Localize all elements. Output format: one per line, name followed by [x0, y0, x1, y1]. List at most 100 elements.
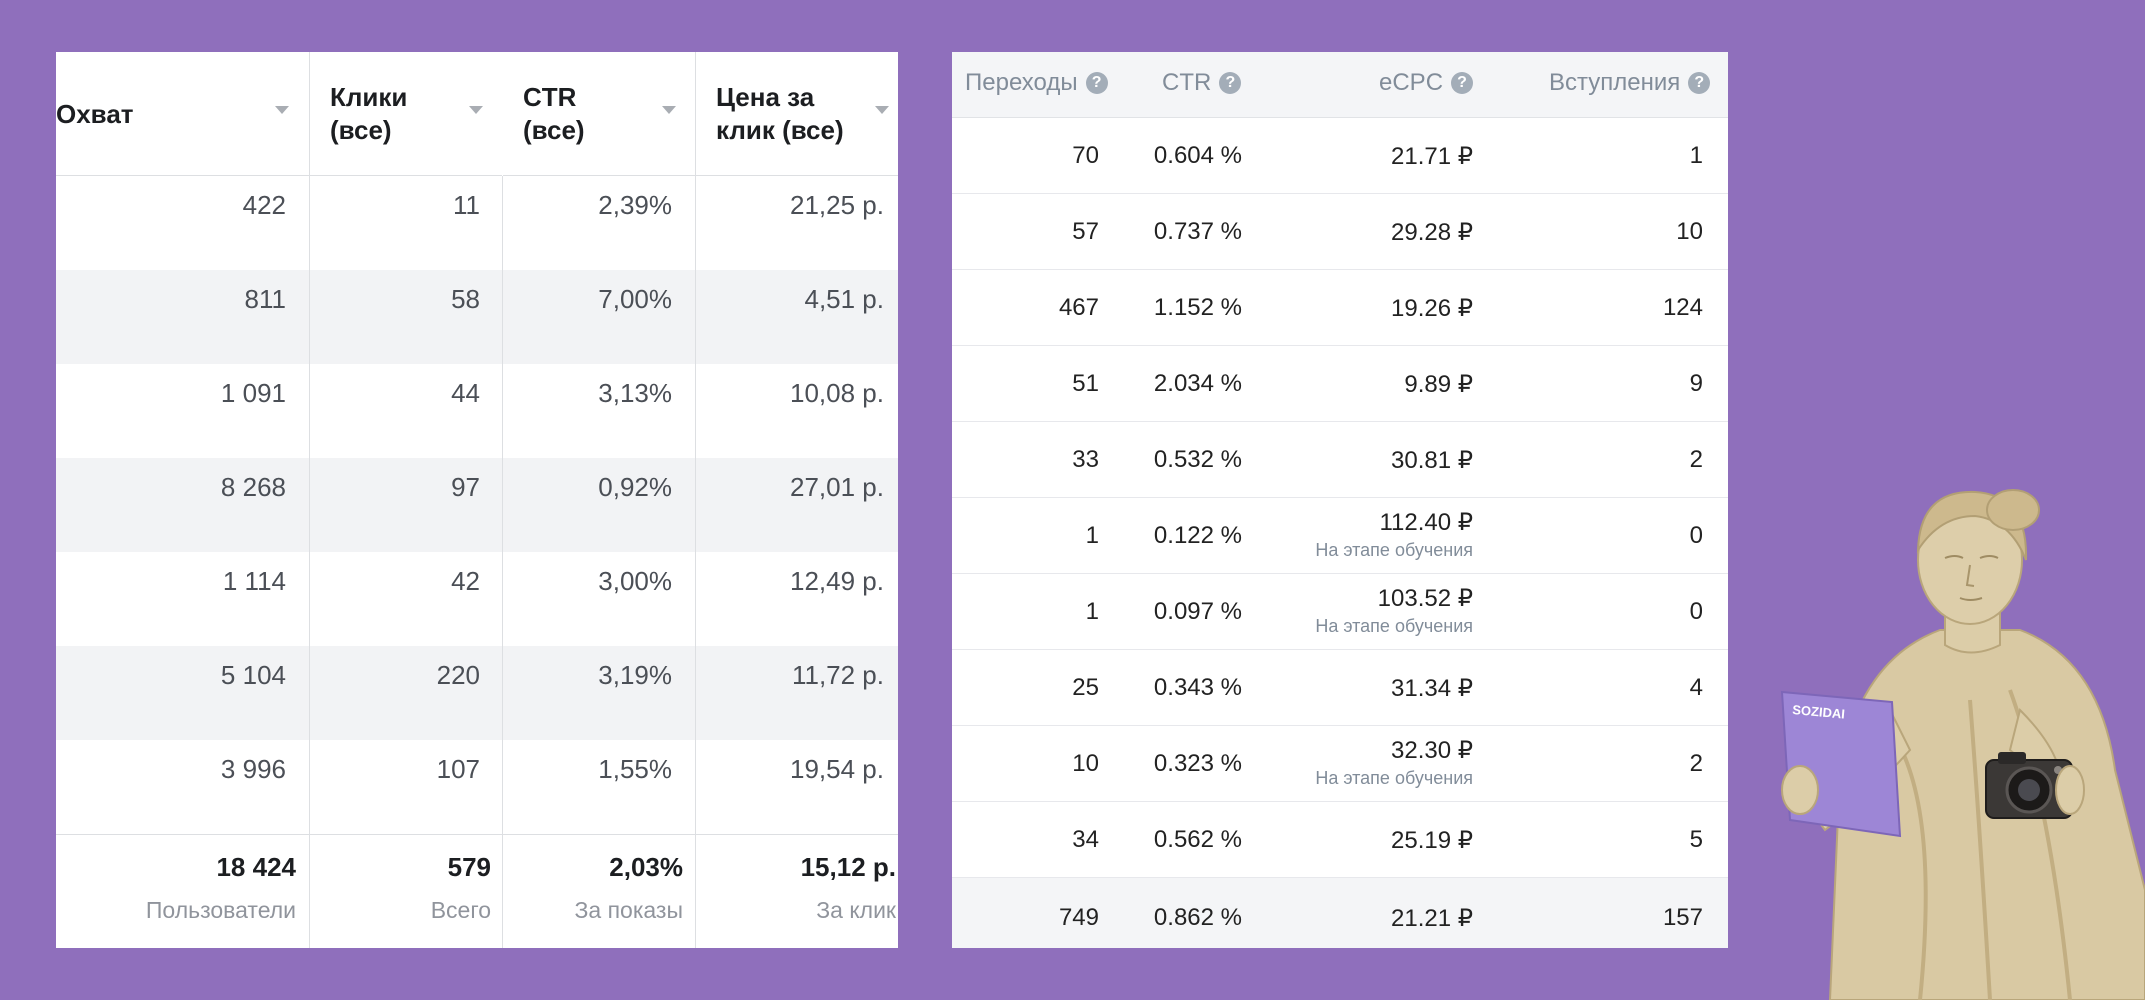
ctr-cell: 7,00% [598, 284, 672, 314]
ctr-cell: 1.152 % [1153, 294, 1242, 321]
help-icon[interactable]: ? [1688, 72, 1711, 94]
ecpc-cell: 32.30 ₽ [1391, 737, 1473, 764]
total-ctr-label: За показы [574, 897, 684, 923]
footer-divider [56, 834, 898, 835]
reach-cell: 5 104 [220, 660, 286, 690]
cpc-cell: 21,25 р. [790, 190, 884, 220]
column-header-reach[interactable]: Охват [56, 98, 134, 129]
clicks-cell: 107 [436, 754, 480, 784]
table-row[interactable]: 811 58 7,00% 4,51 р. [56, 270, 898, 364]
table-row[interactable]: 57 0.737 % 29.28 ₽ 10 [952, 194, 1728, 270]
column-header-clicks[interactable]: Клики (все) [330, 82, 408, 145]
table-row[interactable]: 422 11 2,39% 21,25 р. [56, 176, 898, 270]
table-row[interactable]: 467 1.152 % 19.26 ₽ 124 [952, 270, 1728, 346]
camera-icon [1985, 752, 2073, 819]
ctr-cell: 0.562 % [1153, 826, 1242, 853]
clicks-cell: 58 [451, 284, 480, 314]
total-joins: 157 [1662, 904, 1703, 931]
transitions-cell: 70 [1072, 142, 1099, 169]
total-transitions: 749 [1058, 904, 1099, 931]
column-divider [502, 176, 503, 948]
clicks-cell: 44 [451, 378, 480, 408]
ecpc-cell: 9.89 ₽ [1404, 371, 1473, 398]
total-clicks: 579 [447, 852, 491, 882]
ctr-cell: 0.122 % [1153, 522, 1242, 549]
paper-logo: SOZIDAI [1792, 702, 1846, 722]
transitions-cell: 57 [1072, 218, 1099, 245]
cpc-cell: 27,01 р. [790, 472, 884, 502]
table-row[interactable]: 1 091 44 3,13% 10,08 р. [56, 364, 898, 458]
total-row: 749 0.862 % 21.21 ₽ 157 [952, 878, 1728, 948]
ecpc-cell: 31.34 ₽ [1391, 675, 1473, 702]
help-icon[interactable]: ? [1085, 72, 1108, 94]
column-divider [695, 52, 696, 948]
ecpc-cell: 25.19 ₽ [1391, 827, 1473, 854]
table-row[interactable]: 25 0.343 % 31.34 ₽ 4 [952, 650, 1728, 726]
sort-caret-icon[interactable] [275, 106, 289, 114]
column-header-ctr[interactable]: CTR (все) [523, 82, 585, 145]
ecpc-cell: 29.28 ₽ [1391, 219, 1473, 246]
transitions-cell: 25 [1072, 674, 1099, 701]
learning-status: На этапе обучения [1315, 768, 1473, 788]
ctr-cell: 0.604 % [1153, 142, 1242, 169]
table-row[interactable]: 1 0.097 % 103.52 ₽ На этапе обучения 0 [952, 574, 1728, 650]
joins-cell: 4 [1689, 674, 1703, 701]
transitions-cell: 1 [1085, 598, 1099, 625]
table-row[interactable]: 51 2.034 % 9.89 ₽ 9 [952, 346, 1728, 422]
total-ecpc: 21.21 ₽ [1391, 905, 1473, 932]
table-row[interactable]: 1 0.122 % 112.40 ₽ На этапе обучения 0 [952, 498, 1728, 574]
reach-cell: 8 268 [220, 472, 286, 502]
reach-cell: 3 996 [220, 754, 286, 784]
column-header-joins[interactable]: Вступления ? [1549, 69, 1711, 97]
header-gap [502, 52, 503, 176]
column-header-ctr[interactable]: CTR ? [1162, 69, 1242, 97]
clicks-cell: 220 [436, 660, 480, 690]
joins-cell: 2 [1689, 750, 1703, 777]
vk-stats-table: Переходы ? CTR ? eCPC ? Вступления ? 70 … [952, 52, 1728, 948]
total-clicks-label: Всего [430, 897, 491, 923]
column-header-ecpc[interactable]: eCPC ? [1379, 69, 1474, 97]
help-icon[interactable]: ? [1451, 72, 1474, 94]
column-divider [309, 52, 310, 948]
total-cpc-label: За клик [816, 897, 896, 923]
table-row[interactable]: 33 0.532 % 30.81 ₽ 2 [952, 422, 1728, 498]
ecpc-cell: 21.71 ₽ [1391, 143, 1473, 170]
column-header-transitions[interactable]: Переходы ? [965, 69, 1108, 97]
total-reach: 18 424 [216, 852, 296, 882]
ctr-cell: 2.034 % [1153, 370, 1242, 397]
total-ctr: 2,03% [609, 852, 683, 882]
joins-cell: 10 [1676, 218, 1703, 245]
cpc-cell: 12,49 р. [790, 566, 884, 596]
table-row[interactable]: 3 996 107 1,55% 19,54 р. [56, 740, 898, 834]
table-row[interactable]: 1 114 42 3,00% 12,49 р. [56, 552, 898, 646]
table-header: Переходы ? CTR ? eCPC ? Вступления ? [952, 52, 1728, 118]
joins-cell: 9 [1689, 370, 1703, 397]
table-row[interactable]: 10 0.323 % 32.30 ₽ На этапе обучения 2 [952, 726, 1728, 802]
ctr-cell: 0.097 % [1153, 598, 1242, 625]
ctr-cell: 0.737 % [1153, 218, 1242, 245]
column-header-cost-per-click[interactable]: Цена за клик (все) [716, 82, 844, 145]
reach-cell: 422 [242, 190, 286, 220]
ctr-cell: 0.323 % [1153, 750, 1242, 777]
sort-caret-icon[interactable] [662, 106, 676, 114]
table-row[interactable]: 34 0.562 % 25.19 ₽ 5 [952, 802, 1728, 878]
joins-cell: 2 [1689, 446, 1703, 473]
ctr-cell: 0,92% [598, 472, 672, 502]
learning-status: На этапе обучения [1315, 540, 1473, 560]
table-row[interactable]: 5 104 220 3,19% 11,72 р. [56, 646, 898, 740]
reach-cell: 1 114 [222, 566, 286, 596]
ctr-cell: 1,55% [598, 754, 672, 784]
cpc-cell: 19,54 р. [790, 754, 884, 784]
ecpc-cell: 112.40 ₽ [1379, 509, 1473, 536]
cpc-cell: 11,72 р. [791, 660, 884, 690]
reach-cell: 1 091 [220, 378, 286, 408]
ecpc-cell: 103.52 ₽ [1377, 585, 1473, 612]
sort-caret-icon[interactable] [469, 106, 483, 114]
table-row[interactable]: 70 0.604 % 21.71 ₽ 1 [952, 118, 1728, 194]
sort-caret-icon[interactable] [875, 106, 889, 114]
help-icon[interactable]: ? [1219, 72, 1242, 94]
cpc-cell: 4,51 р. [804, 284, 884, 314]
joins-cell: 124 [1662, 294, 1703, 321]
table-row[interactable]: 8 268 97 0,92% 27,01 р. [56, 458, 898, 552]
total-cpc: 15,12 р. [800, 852, 896, 882]
